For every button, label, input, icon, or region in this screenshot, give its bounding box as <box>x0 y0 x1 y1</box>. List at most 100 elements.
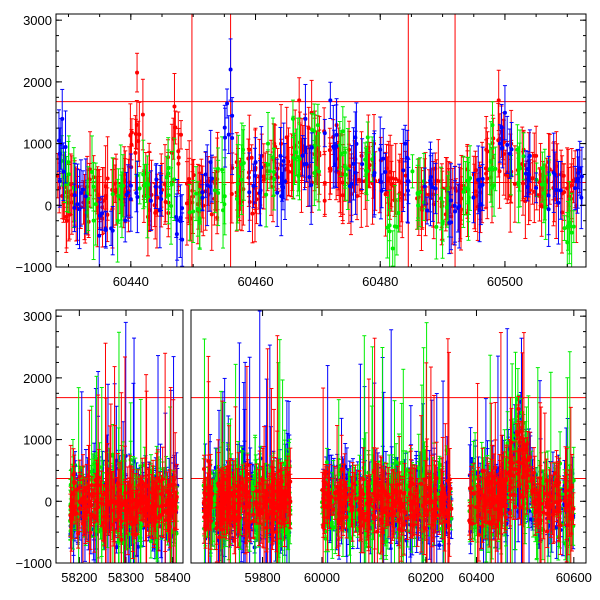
data-point <box>396 210 401 215</box>
data-point <box>468 176 473 181</box>
data-point <box>63 144 68 149</box>
data-point <box>75 202 80 207</box>
data-point <box>567 220 572 225</box>
data-point <box>521 154 526 159</box>
data-point <box>327 166 332 171</box>
data-point <box>507 151 512 156</box>
data-point <box>340 129 345 134</box>
data-point <box>422 184 427 189</box>
data-point <box>512 182 517 187</box>
data-point <box>110 228 115 233</box>
data-point <box>135 70 140 75</box>
data-point <box>365 135 370 140</box>
data-point <box>505 142 510 147</box>
data-point <box>254 197 259 202</box>
data-point <box>153 184 158 189</box>
data-point <box>303 116 308 121</box>
data-point <box>83 194 88 199</box>
data-point <box>500 145 505 150</box>
data-point <box>114 545 119 550</box>
data-point <box>509 147 514 152</box>
data-point <box>480 176 485 181</box>
data-point <box>280 185 285 190</box>
data-point <box>534 185 539 190</box>
data-point <box>187 210 192 215</box>
data-point <box>122 178 127 183</box>
y-tick-label: 1000 <box>23 137 52 152</box>
data-point <box>97 233 102 238</box>
data-point <box>297 156 302 161</box>
data-point <box>221 208 226 213</box>
data-point <box>91 218 96 223</box>
data-point <box>133 150 138 155</box>
data-point <box>124 192 129 197</box>
data-point <box>153 210 158 215</box>
data-point <box>562 226 567 231</box>
data-point <box>163 199 168 204</box>
data-point <box>191 173 196 178</box>
data-point <box>294 150 299 155</box>
data-point <box>562 190 567 195</box>
data-point <box>144 181 149 186</box>
data-point <box>205 183 210 188</box>
data-point <box>309 183 314 188</box>
data-point <box>523 199 528 204</box>
bottom-data-layer <box>56 310 586 563</box>
data-point <box>379 188 384 193</box>
data-point <box>383 170 388 175</box>
data-point <box>571 224 576 229</box>
data-point <box>197 216 202 221</box>
data-point <box>390 246 395 251</box>
data-point <box>306 126 311 131</box>
data-point <box>440 221 445 226</box>
data-point <box>86 219 91 224</box>
data-point <box>141 172 146 177</box>
data-point <box>543 205 548 210</box>
data-point <box>103 227 108 232</box>
data-point <box>449 220 454 225</box>
data-point <box>457 204 462 209</box>
data-point <box>290 116 295 121</box>
data-point <box>569 230 574 235</box>
data-point <box>525 166 530 171</box>
data-point <box>445 195 450 200</box>
data-point <box>212 188 217 193</box>
data-point <box>312 170 317 175</box>
data-point <box>517 165 522 170</box>
data-point <box>434 224 439 229</box>
data-point <box>334 144 339 149</box>
data-point <box>357 177 362 182</box>
data-point <box>57 179 62 184</box>
data-point <box>316 169 321 174</box>
data-point <box>394 224 399 229</box>
data-point <box>104 193 109 198</box>
data-point <box>515 147 520 152</box>
data-point <box>490 167 495 172</box>
data-point <box>206 178 211 183</box>
data-point <box>134 122 139 127</box>
data-point <box>178 215 183 220</box>
data-point <box>226 132 231 137</box>
data-point <box>405 179 410 184</box>
data-point <box>304 161 309 166</box>
data-point <box>527 153 532 158</box>
data-point <box>314 165 319 170</box>
data-point <box>222 194 227 199</box>
data-point <box>383 192 388 197</box>
data-point <box>179 132 184 137</box>
data-point <box>258 188 263 193</box>
data-point <box>157 208 162 213</box>
data-point <box>191 209 196 214</box>
data-point <box>154 177 159 182</box>
data-point <box>322 180 327 185</box>
data-point <box>166 166 171 171</box>
data-point <box>359 153 364 158</box>
data-point <box>291 155 296 160</box>
data-point <box>289 163 294 168</box>
data-point <box>579 174 584 179</box>
data-point <box>234 196 239 201</box>
data-point <box>577 166 582 171</box>
data-point <box>502 110 507 115</box>
data-point <box>471 195 476 200</box>
data-point <box>140 112 145 117</box>
